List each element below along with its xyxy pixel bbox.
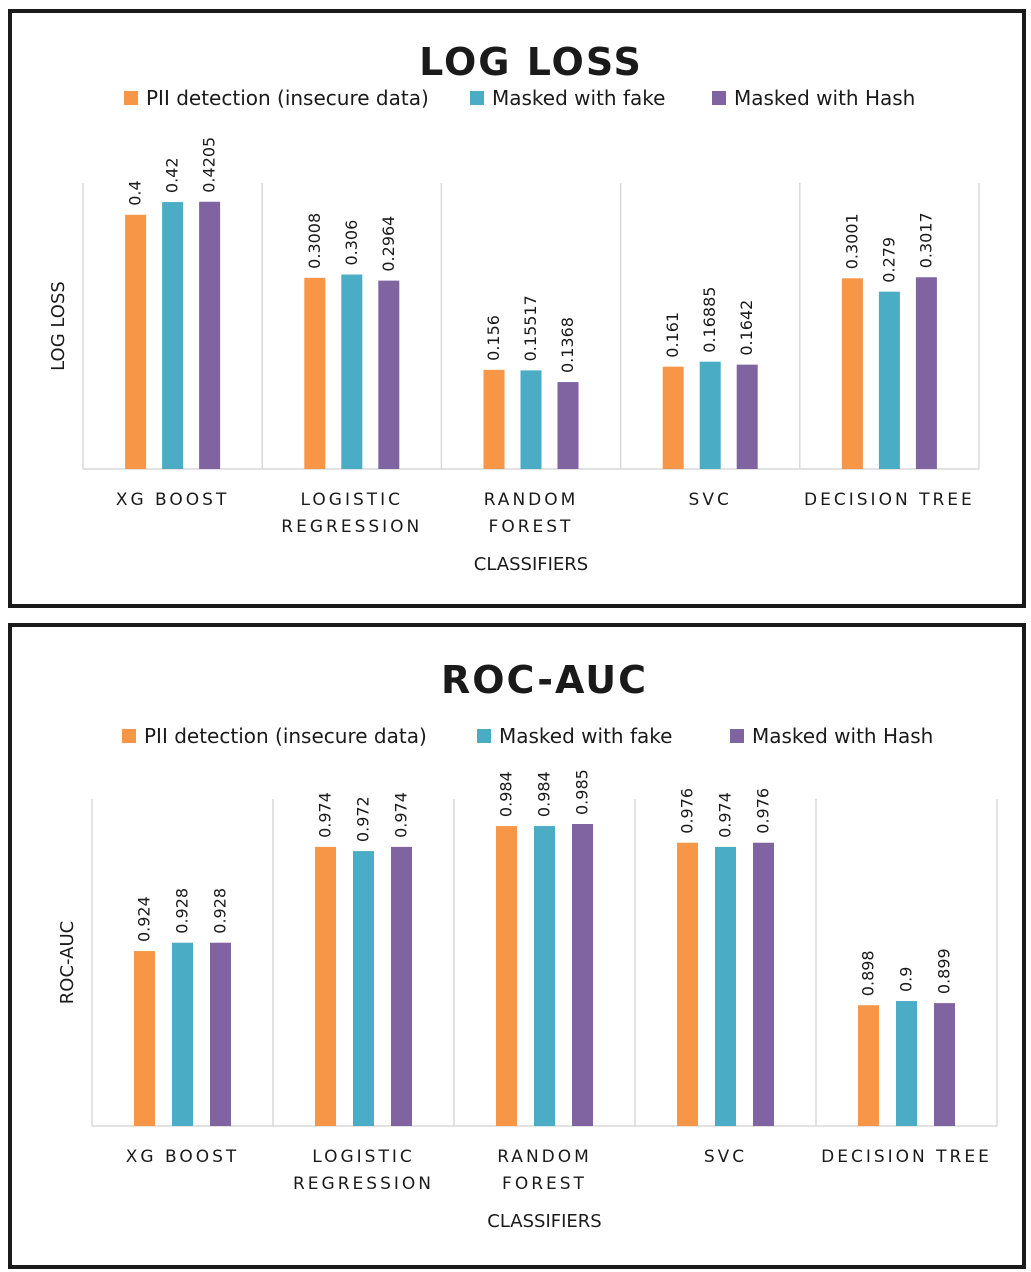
bar-2-1 xyxy=(378,280,400,469)
legend-swatch-1 xyxy=(470,91,484,105)
bar-0-3 xyxy=(662,366,684,469)
x-tick-label-1: REGRESSION xyxy=(281,517,422,537)
bar-2-4 xyxy=(934,1003,955,1126)
data-label-2-0: 0.928 xyxy=(211,888,230,934)
bar-1-3 xyxy=(699,361,721,469)
data-label-0-2: 0.984 xyxy=(497,771,516,817)
x-tick-label-1: LOGISTIC xyxy=(301,490,404,510)
bar-1-0 xyxy=(172,942,193,1126)
data-label-0-3: 0.976 xyxy=(678,788,697,834)
bar-2-1 xyxy=(391,846,412,1126)
bar-1-2 xyxy=(520,370,542,469)
data-label-0-3: 0.161 xyxy=(663,312,682,358)
bar-1-3 xyxy=(715,846,736,1126)
data-label-2-4: 0.899 xyxy=(935,948,954,994)
legend-label-2: Masked with Hash xyxy=(734,86,915,110)
data-label-1-0: 0.42 xyxy=(163,157,182,193)
x-tick-label-2: FOREST xyxy=(502,1174,587,1194)
bar-2-0 xyxy=(199,201,221,469)
legend-label-0: PII detection (insecure data) xyxy=(146,86,429,110)
data-label-2-4: 0.3017 xyxy=(916,212,935,268)
x-axis-title: CLASSIFIERS xyxy=(474,554,588,575)
x-axis-title: CLASSIFIERS xyxy=(487,1211,601,1232)
data-label-0-1: 0.3008 xyxy=(305,213,324,269)
data-label-1-1: 0.306 xyxy=(342,220,361,266)
log-loss-chart-panel: LOG LOSS PII detection (insecure data) Mas… xyxy=(8,9,1026,608)
data-label-2-1: 0.974 xyxy=(392,792,411,838)
bar-2-4 xyxy=(915,277,937,469)
x-tick-label-3: SVC xyxy=(689,490,732,510)
bar-2-2 xyxy=(557,382,579,469)
data-label-1-3: 0.974 xyxy=(716,792,735,838)
legend-label-2: Masked with Hash xyxy=(752,724,933,748)
bar-1-1 xyxy=(341,274,363,469)
data-label-1-2: 0.984 xyxy=(535,771,554,817)
data-label-0-4: 0.3001 xyxy=(842,213,861,269)
legend-swatch-0 xyxy=(122,729,136,743)
roc-auc-chart: ROC-AUC PII detection (insecure data) Mask… xyxy=(57,658,998,1232)
data-label-1-0: 0.928 xyxy=(173,888,192,934)
bar-2-3 xyxy=(736,364,758,469)
data-label-1-3: 0.16885 xyxy=(700,287,719,353)
bar-2-3 xyxy=(753,842,774,1126)
y-axis-title: ROC-AUC xyxy=(57,921,78,1004)
x-tick-label-1: LOGISTIC xyxy=(312,1147,415,1167)
data-label-0-2: 0.156 xyxy=(484,315,503,361)
x-tick-label-4: DECISION TREE xyxy=(804,490,975,510)
bar-0-4 xyxy=(858,1005,879,1126)
x-tick-label-4: DECISION TREE xyxy=(821,1147,992,1167)
x-tick-label-2: RANDOM xyxy=(497,1147,592,1167)
data-label-0-0: 0.4 xyxy=(126,180,145,205)
data-label-2-0: 0.4205 xyxy=(200,137,219,193)
data-label-1-2: 0.15517 xyxy=(521,295,540,361)
x-tick-label-2: FOREST xyxy=(489,517,574,537)
bar-0-3 xyxy=(677,842,698,1126)
x-tick-label-2: RANDOM xyxy=(484,490,579,510)
data-label-2-1: 0.2964 xyxy=(379,216,398,272)
roc-auc-chart-panel: ROC-AUC PII detection (insecure data) Mask… xyxy=(8,623,1026,1269)
legend-swatch-0 xyxy=(124,91,138,105)
bar-1-4 xyxy=(896,1001,917,1126)
bar-0-0 xyxy=(134,951,155,1126)
bar-1-1 xyxy=(353,851,374,1126)
data-label-1-4: 0.9 xyxy=(897,967,916,992)
bar-1-4 xyxy=(878,291,900,469)
legend-label-1: Masked with fake xyxy=(492,86,665,110)
data-label-2-3: 0.1642 xyxy=(737,300,756,356)
bar-1-2 xyxy=(534,826,555,1126)
bar-1-0 xyxy=(162,202,184,470)
legend-swatch-2 xyxy=(730,729,744,743)
y-axis-title: LOG LOSS xyxy=(48,281,69,371)
data-label-0-4: 0.898 xyxy=(859,950,878,996)
bar-0-2 xyxy=(496,826,517,1126)
legend-label-0: PII detection (insecure data) xyxy=(144,724,427,748)
x-tick-label-0: XG BOOST xyxy=(116,490,230,510)
bar-2-0 xyxy=(210,942,231,1126)
data-label-0-0: 0.924 xyxy=(135,896,154,942)
bar-0-1 xyxy=(315,846,336,1126)
chart-title: LOG LOSS xyxy=(419,40,643,84)
bar-0-4 xyxy=(841,278,863,469)
data-label-2-2: 0.985 xyxy=(573,769,592,815)
bar-0-0 xyxy=(125,214,147,469)
legend-label-1: Masked with fake xyxy=(499,724,672,748)
bar-2-2 xyxy=(572,823,593,1126)
data-label-1-4: 0.279 xyxy=(879,237,898,283)
x-tick-label-0: XG BOOST xyxy=(126,1147,240,1167)
data-label-2-3: 0.976 xyxy=(754,788,773,834)
x-tick-label-1: REGRESSION xyxy=(293,1174,434,1194)
bar-0-1 xyxy=(304,277,326,469)
data-label-0-1: 0.974 xyxy=(316,792,335,838)
bar-0-2 xyxy=(483,369,505,469)
legend-swatch-2 xyxy=(712,91,726,105)
x-tick-label-3: SVC xyxy=(704,1147,747,1167)
chart-title: ROC-AUC xyxy=(441,658,648,702)
data-label-1-1: 0.972 xyxy=(354,796,373,842)
data-label-2-2: 0.1368 xyxy=(558,317,577,373)
legend-swatch-1 xyxy=(477,729,491,743)
